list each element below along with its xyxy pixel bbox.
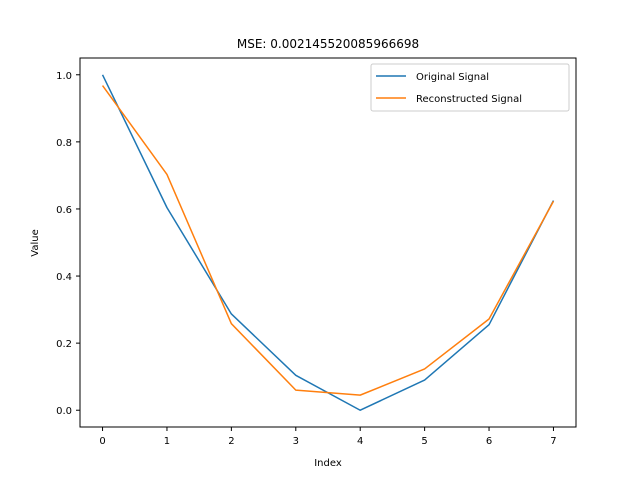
x-tick-label: 0 bbox=[99, 436, 105, 447]
series-line-1 bbox=[101, 85, 555, 396]
series-line-0 bbox=[101, 74, 555, 411]
x-tick-label: 4 bbox=[357, 436, 363, 447]
x-tick-label: 3 bbox=[293, 436, 299, 447]
y-axis: 0.0 0.2 0.4 0.6 0.8 1.0 bbox=[56, 71, 80, 417]
plot-area bbox=[79, 57, 577, 428]
legend-frame bbox=[370, 63, 570, 112]
x-tick-label: 5 bbox=[421, 436, 427, 447]
y-axis-label: Value bbox=[30, 229, 41, 256]
y-tick-label: 0.8 bbox=[56, 138, 72, 149]
x-tick-label: 1 bbox=[164, 436, 170, 447]
y-tick-label: 0.2 bbox=[56, 339, 72, 350]
y-tick-label: 1.0 bbox=[56, 71, 72, 82]
plot-frame bbox=[79, 57, 577, 428]
x-axis: 0 1 2 3 4 5 6 7 bbox=[99, 427, 557, 447]
x-tick-label: 7 bbox=[550, 436, 556, 447]
legend-label-reconstructed: Reconstructed Signal bbox=[416, 94, 522, 105]
y-tick-label: 0.0 bbox=[56, 406, 72, 417]
x-tick-label: 2 bbox=[228, 436, 234, 447]
chart-title: MSE: 0.002145520085966698 bbox=[237, 37, 419, 51]
legend: Original Signal Reconstructed Signal bbox=[370, 63, 570, 112]
y-tick-label: 0.4 bbox=[56, 272, 72, 283]
y-tick-label: 0.6 bbox=[56, 205, 72, 216]
legend-label-original: Original Signal bbox=[416, 72, 489, 83]
x-axis-label: Index bbox=[314, 458, 342, 469]
series-layer bbox=[101, 74, 555, 411]
x-tick-label: 6 bbox=[486, 436, 492, 447]
